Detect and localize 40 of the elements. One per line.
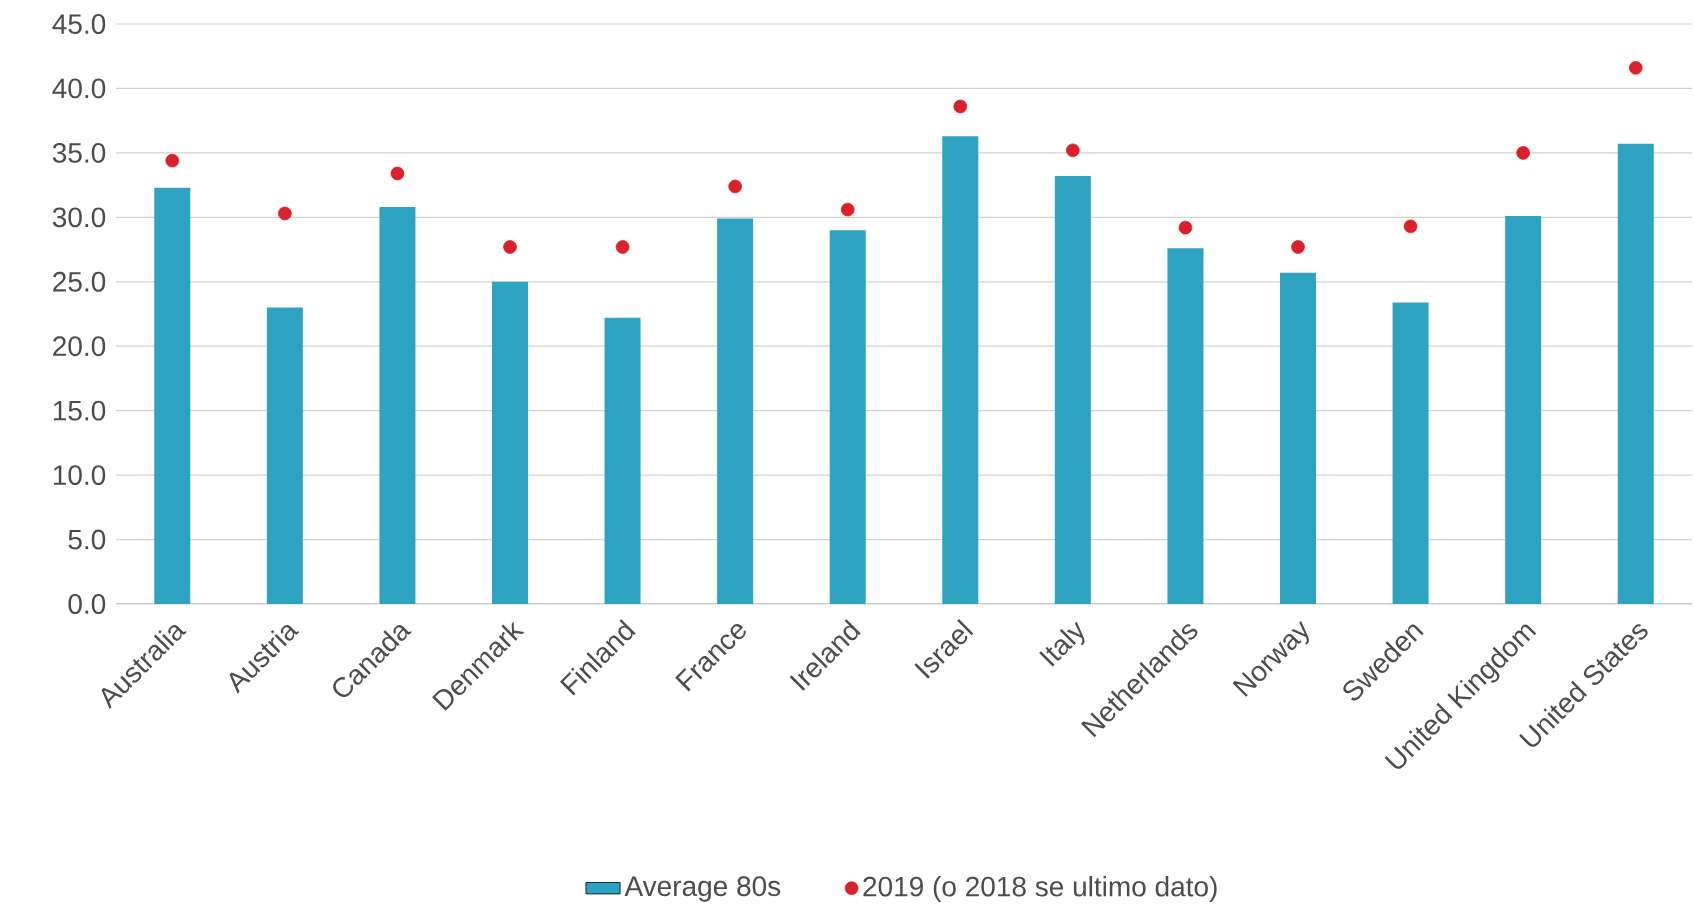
y-tick-label: 10.0 — [53, 465, 106, 486]
bar — [717, 218, 754, 604]
point — [1291, 240, 1305, 254]
legend-label: 2019 (o 2018 se ultimo dato) — [863, 875, 1217, 903]
point — [1403, 219, 1418, 234]
point — [840, 202, 855, 217]
legend-label: Average 80s — [624, 876, 781, 902]
y-tick-label: 5.0 — [68, 529, 106, 550]
y-tick-label: 45.0 — [52, 14, 106, 34]
point — [1628, 61, 1643, 75]
y-tick-label: 40.0 — [52, 78, 106, 99]
bar — [1280, 272, 1317, 604]
bar — [492, 281, 528, 604]
point — [1066, 143, 1080, 158]
bar — [942, 136, 979, 604]
bar — [266, 307, 303, 604]
point — [615, 240, 630, 254]
y-tick-label: 35.0 — [52, 142, 106, 163]
point — [503, 240, 517, 254]
bar — [604, 317, 641, 604]
point — [390, 166, 405, 181]
point — [278, 206, 292, 221]
point — [953, 99, 968, 114]
y-tick-label: 0.0 — [68, 594, 106, 614]
y-tick-label: 30.0 — [52, 207, 106, 228]
point — [1178, 220, 1193, 235]
bar — [1505, 216, 1542, 604]
bar — [829, 230, 866, 604]
y-tick-label: 20.0 — [53, 336, 106, 357]
bar — [379, 207, 416, 604]
y-tick-label: 25.0 — [53, 271, 106, 292]
point — [165, 153, 180, 168]
bar — [1392, 302, 1429, 604]
bar — [1617, 143, 1654, 604]
bar — [1054, 176, 1091, 604]
y-tick-label: 15.0 — [53, 400, 106, 421]
bar — [154, 187, 191, 604]
bar — [1167, 248, 1204, 604]
point — [728, 179, 742, 194]
point — [1516, 146, 1530, 160]
